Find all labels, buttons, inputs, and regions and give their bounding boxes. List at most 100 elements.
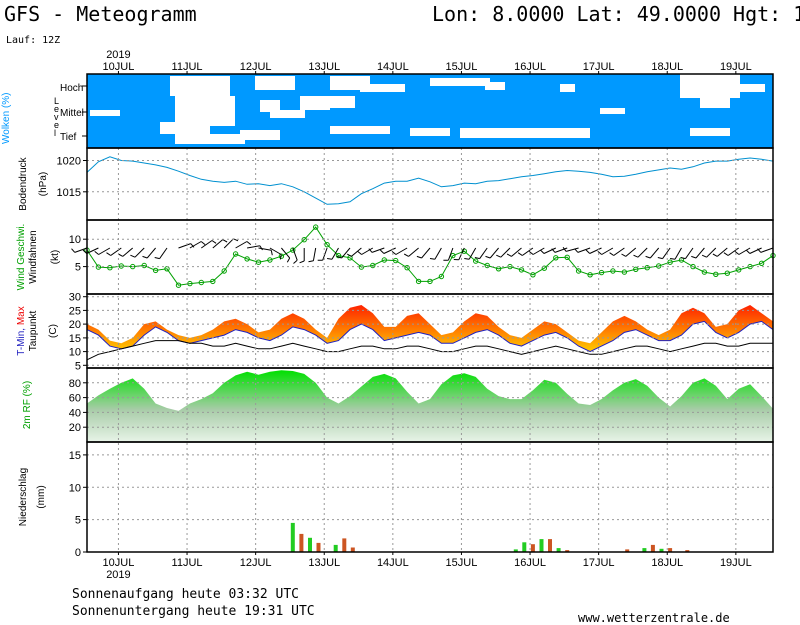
precip-largescale-bar (350, 547, 355, 552)
wind-speed-point (290, 247, 296, 253)
wind-barbs-axis-label: Windfahnen (28, 230, 39, 283)
page-title: GFS - Meteogramm (4, 2, 197, 26)
wind-speed-point (152, 267, 159, 274)
cloud-cell (260, 100, 280, 112)
wind-barb (760, 247, 774, 253)
wind-speed-point (598, 269, 605, 276)
wind-barb (341, 247, 351, 259)
wind-speed-point (427, 278, 433, 285)
wind-barb (543, 247, 557, 254)
wind-barb (468, 247, 477, 260)
cloud-cell (410, 128, 450, 136)
wind-barb-feather (233, 238, 239, 242)
wind-barb-feather (357, 251, 362, 255)
wind-barb (532, 247, 545, 255)
day-label-bottom: 14JUL (377, 557, 409, 569)
year-label-top: 2019 (106, 49, 130, 61)
wind-speed-point (324, 242, 330, 248)
wind-barb-feather (691, 255, 697, 259)
wind-speed-point (553, 255, 559, 261)
wind-barb (146, 247, 156, 259)
wind-barb (589, 247, 602, 254)
wind-barb (577, 247, 591, 253)
wind-speed-point (575, 268, 582, 274)
wind-barb (110, 247, 122, 256)
wind-speed-point (255, 259, 262, 265)
wind-speed-point (644, 265, 650, 271)
cloud-cell (270, 110, 305, 118)
wind-speed-point (232, 251, 239, 257)
wind-barb-feather (154, 257, 160, 260)
wind-speed-point (141, 262, 147, 269)
wind-barb (201, 240, 213, 249)
humidity-area (87, 370, 773, 442)
precip-convective-bar (642, 548, 647, 552)
precip-largescale-bar (565, 550, 570, 552)
day-label-top: 11JUL (172, 61, 203, 73)
cloud-cell (255, 76, 295, 90)
precip-tick-label: 5 (75, 515, 81, 527)
wind-barb (500, 247, 511, 258)
wind-speed-point (438, 273, 445, 280)
humidity-tick-label: 40 (69, 407, 81, 419)
wind-barb (522, 247, 534, 256)
wind-barb-feather (336, 255, 342, 259)
wind-barb-feather (293, 259, 298, 264)
precip-largescale-bar (650, 544, 655, 552)
wind-speed-point (187, 280, 193, 287)
wind-speed-point (713, 271, 719, 277)
wind-barb-feather (346, 253, 352, 257)
precip-largescale-bar (668, 548, 673, 552)
humidity-tick-label: 80 (69, 378, 81, 390)
wind-speed-point (473, 258, 479, 264)
wind-barb (247, 245, 260, 249)
wind-barb-feather (246, 241, 252, 245)
day-label-bottom: 16JUL (514, 557, 546, 569)
wind-barb-feather (71, 248, 76, 253)
precip-largescale-bar (625, 549, 630, 552)
wind-barb-feather (200, 241, 206, 245)
precip-tick-label: 10 (69, 482, 81, 494)
wind-tick-label: 5 (75, 262, 81, 274)
precip-largescale-bar (316, 542, 321, 552)
humidity-tick-label: 20 (69, 422, 81, 434)
website-link[interactable]: www.wetterzentrale.de (578, 611, 730, 625)
wind-barb (258, 247, 272, 251)
wind-barb-feather (506, 253, 512, 257)
wind-speed-point (335, 252, 342, 259)
cloud-level-letter: e (54, 104, 59, 114)
wind-barb (281, 247, 291, 259)
temperature-tick-label: 30 (69, 292, 81, 304)
day-label-top: 10JUL (103, 61, 135, 73)
wind-barb-feather (551, 248, 556, 253)
cloud-cell (90, 110, 120, 116)
wind-tick-label: 10 (69, 234, 81, 246)
wind-barb-feather (540, 249, 545, 254)
precip-largescale-bar (548, 539, 552, 552)
wind-speed-point (518, 267, 525, 273)
wind-barb (292, 247, 298, 261)
wind-speed-point (118, 263, 125, 269)
wind-barb-feather (574, 248, 579, 253)
wind-barb (727, 247, 739, 256)
precip-convective-bar (290, 522, 295, 552)
cloud-cell (680, 74, 740, 98)
wind-speed-point (667, 259, 673, 265)
precip-convective-bar (333, 544, 338, 552)
wind-barb-feather (701, 254, 707, 258)
wind-barb-feather (645, 255, 651, 259)
cloud-cell (735, 84, 765, 92)
wind-barb-feather (279, 254, 282, 260)
wind-barb (685, 247, 694, 259)
wind-barb-feather (327, 258, 333, 260)
day-label-top: 13JUL (308, 61, 340, 73)
wind-barb (74, 247, 88, 253)
wind-speed-point (95, 264, 102, 270)
temperature-min-line (86, 320, 774, 353)
wind-barb (662, 247, 671, 259)
wind-barb-feather (485, 255, 491, 259)
wind-speed-point (690, 263, 696, 270)
cloud-level-letter: e (54, 120, 59, 130)
wind-barb (601, 247, 614, 255)
wind-speed-point (758, 260, 765, 266)
